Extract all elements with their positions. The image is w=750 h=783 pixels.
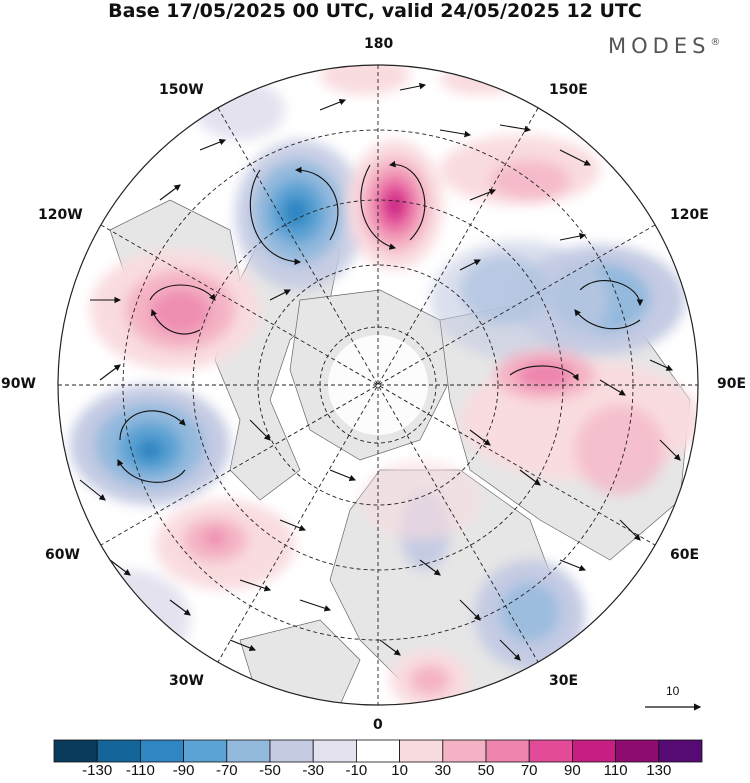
colorbar-swatch [139, 739, 184, 763]
wind-vectors [79, 82, 681, 661]
colorbar-swatch [615, 739, 660, 763]
colorbar-tick-label: -70 [215, 762, 238, 779]
lon-label-90e: 90E [717, 376, 747, 392]
colorbar-tick-label: -110 [125, 762, 155, 779]
lon-label-120w: 120W [38, 207, 83, 223]
lon-label-0: 0 [373, 717, 383, 733]
colorbar-swatch [572, 739, 617, 763]
reference-vector-label: 10 [666, 684, 680, 698]
colorbar-tick-label: 70 [520, 762, 538, 779]
graticule [58, 65, 698, 705]
colorbar-swatch [399, 739, 444, 763]
lon-label-180: 180 [364, 36, 394, 52]
lon-label-150w: 150W [159, 82, 204, 98]
colorbar-tick-label: -90 [172, 762, 195, 779]
lon-label-30e: 30E [549, 673, 579, 689]
colorbar-tick-label: -30 [302, 762, 325, 779]
colorbar-swatch [658, 739, 703, 763]
map-boundary [57, 64, 699, 706]
colorbar-swatch [355, 739, 400, 763]
colorbar-tick-label: 130 [646, 762, 672, 779]
map-title: Base 17/05/2025 00 UTC, valid 24/05/2025… [108, 0, 642, 22]
colorbar-swatch [442, 739, 487, 763]
colorbar-tick-label: 10 [391, 762, 408, 779]
lon-label-60e: 60E [670, 547, 700, 563]
colorbar-swatch [183, 739, 228, 763]
registered-mark: ® [710, 37, 721, 48]
colorbar-swatch [53, 739, 98, 763]
lon-label-60w: 60W [45, 547, 80, 563]
colorbar-tick-label: 50 [477, 762, 495, 779]
lon-label-150e: 150E [549, 82, 588, 98]
colorbar-tick-label: 90 [564, 762, 581, 779]
lon-label-120e: 120E [670, 207, 709, 223]
lon-label-30w: 30W [169, 673, 204, 689]
colorbar-tick-label: 30 [434, 762, 452, 779]
map-disc [58, 65, 698, 705]
colorbar-swatch [528, 739, 573, 763]
brand-text: MODES [608, 34, 711, 58]
modes-logo: MODES® [608, 34, 720, 58]
colorbar-swatch [96, 739, 141, 763]
colorbar-tick-label: -50 [259, 762, 281, 779]
colorbar-swatch [485, 739, 530, 763]
colorbar-tick-label: -10 [345, 762, 368, 779]
colorbar-swatch [312, 739, 357, 763]
colorbar-tick-label: -130 [82, 762, 113, 779]
colorbar [53, 739, 703, 763]
colorbar-tick-label: 110 [603, 762, 628, 779]
colorbar-swatch [226, 739, 271, 763]
colorbar-swatch [269, 739, 314, 763]
lon-label-90w: 90W [1, 376, 36, 392]
